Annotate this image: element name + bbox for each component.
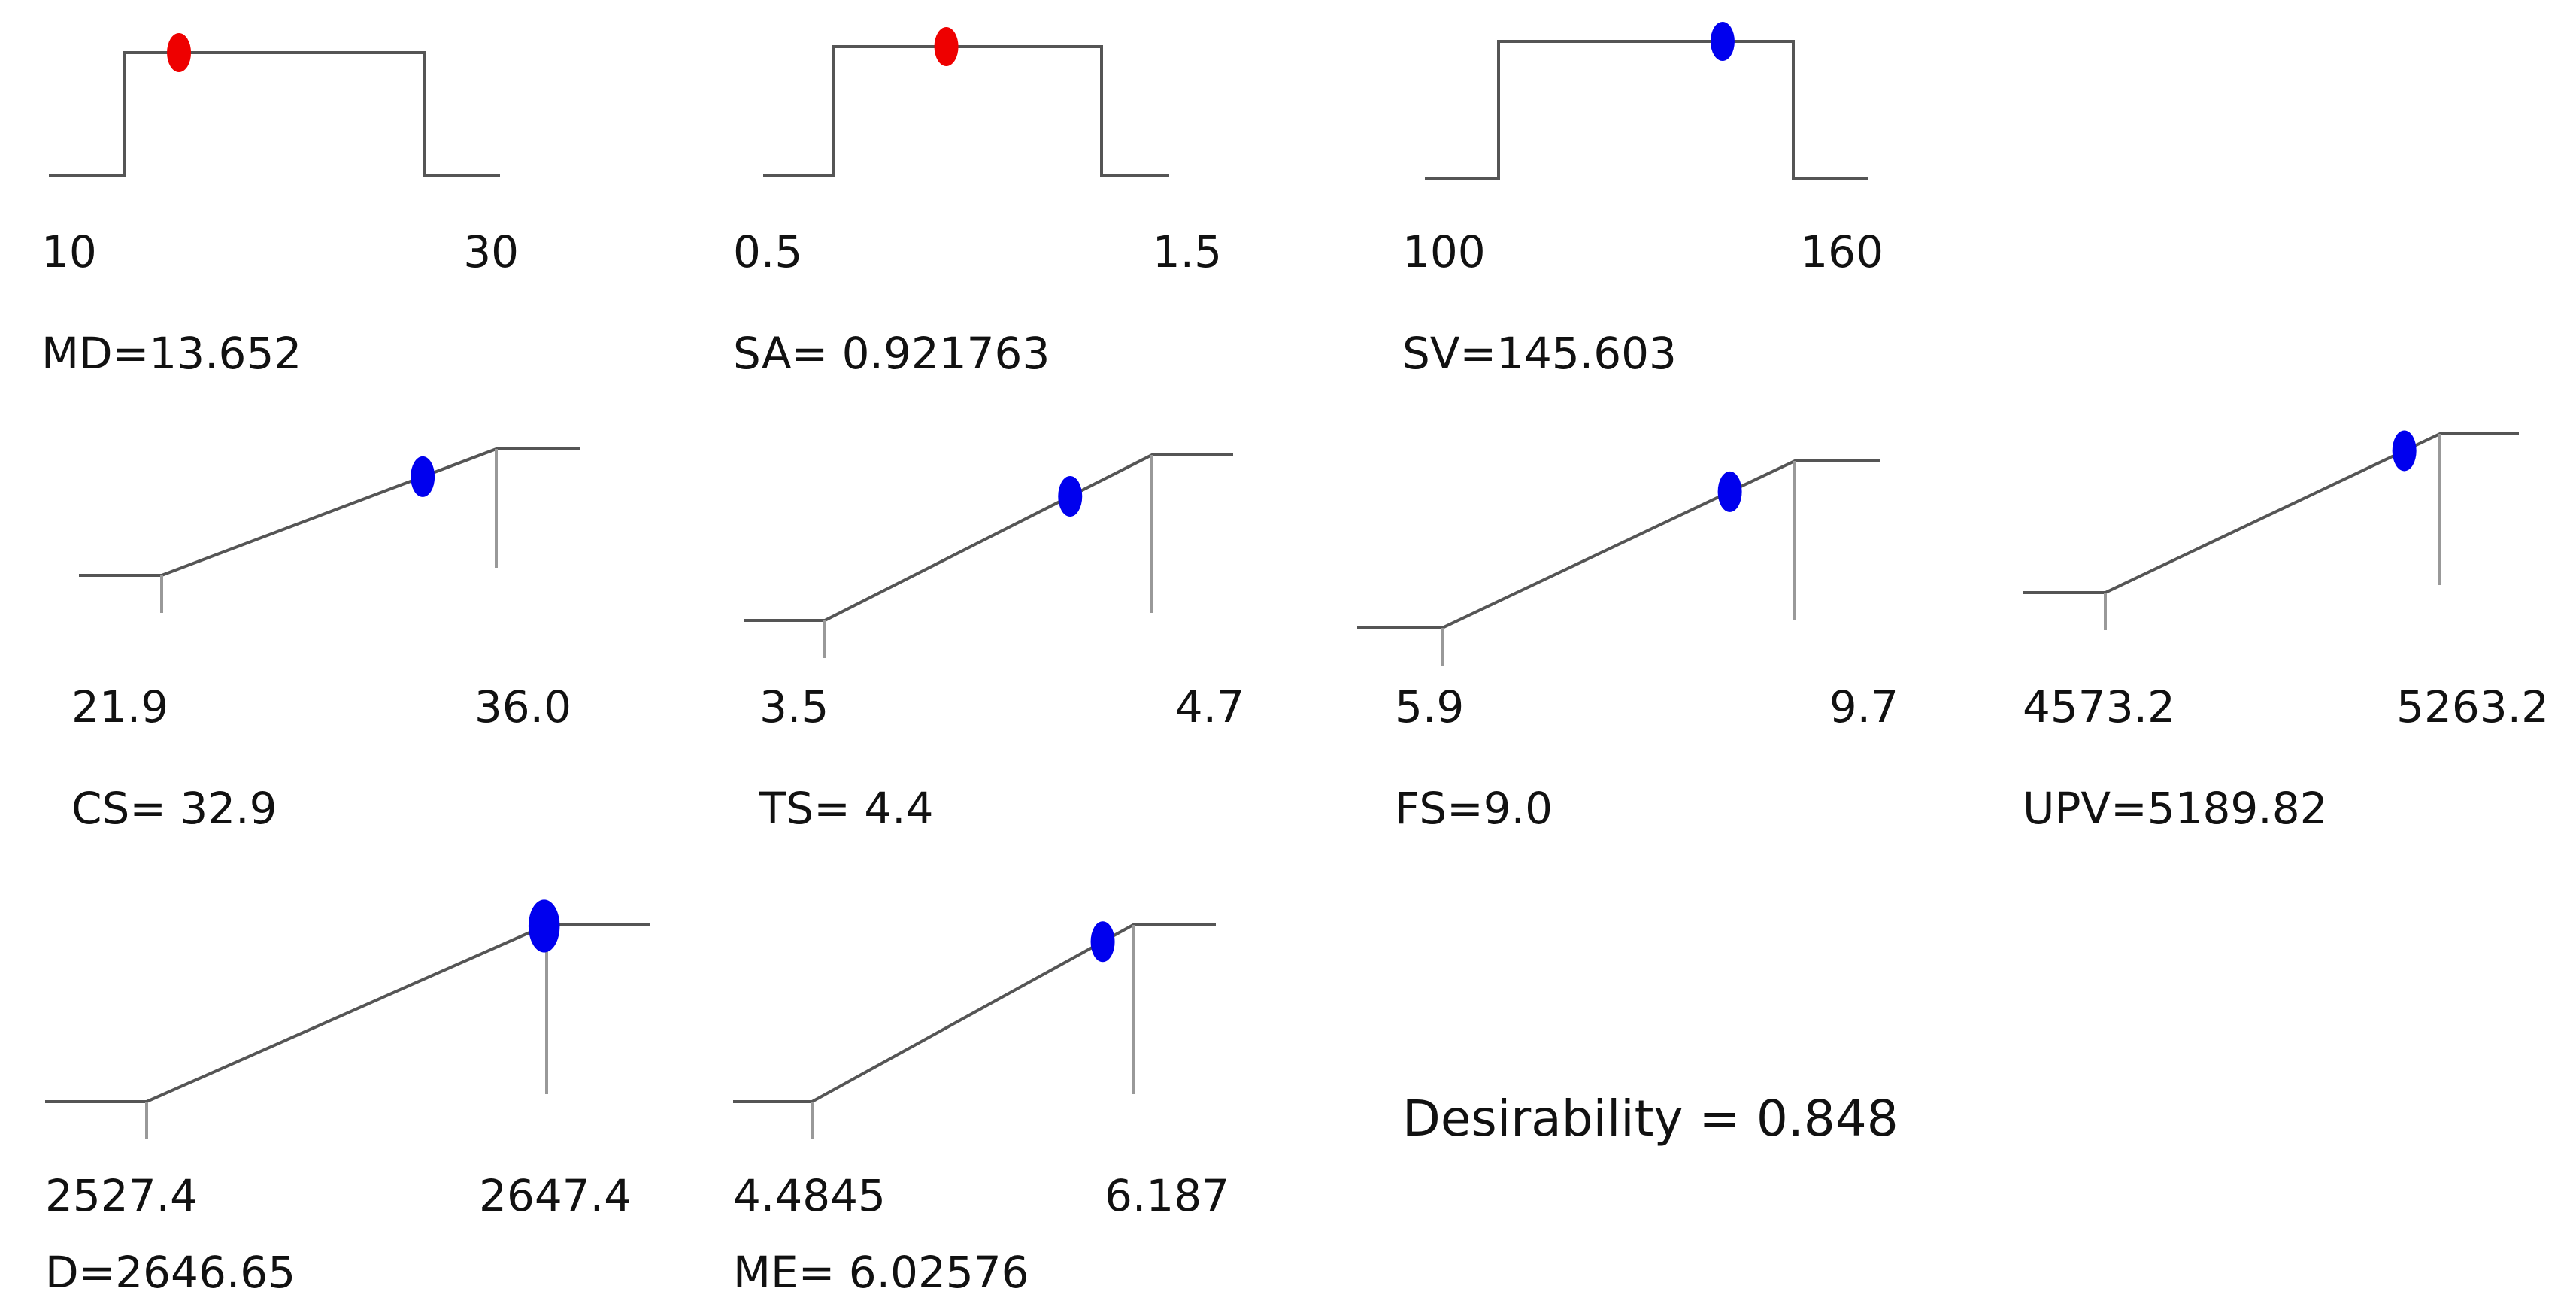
axis-min-label: 3.5 (759, 681, 829, 732)
factor-range-line (49, 51, 500, 177)
value-marker (167, 33, 192, 72)
response-value-label: MD=13.652 (41, 328, 302, 379)
response-value-label: SV=145.603 (1402, 328, 1677, 379)
value-marker (528, 899, 560, 953)
value-marker (411, 456, 435, 497)
response-ramp-line (1357, 459, 1880, 629)
response-value-label: CS= 32.9 (71, 783, 277, 834)
axis-max-label: 5263.2 (2396, 681, 2549, 732)
axis-min-label: 2527.4 (45, 1170, 198, 1221)
response-ramp-line (79, 447, 580, 577)
response-ramp-line (2023, 432, 2519, 594)
response-ramp-line (45, 923, 650, 1103)
response-ramp-line (733, 923, 1216, 1103)
response-value-label: D=2646.65 (45, 1247, 295, 1298)
value-marker (1058, 476, 1083, 517)
response-value-label: SA= 0.921763 (733, 328, 1050, 379)
response-value-label: TS= 4.4 (759, 783, 934, 834)
axis-max-label: 2647.4 (479, 1170, 632, 1221)
factor-range-line (763, 45, 1169, 177)
axis-max-label: 6.187 (1105, 1170, 1229, 1221)
axis-max-label: 30 (463, 226, 519, 277)
response-value-label: FS=9.0 (1395, 783, 1553, 834)
axis-min-label: 5.9 (1395, 681, 1464, 732)
axis-max-label: 4.7 (1175, 681, 1244, 732)
response-value-label: ME= 6.02576 (733, 1247, 1029, 1298)
value-marker (1717, 471, 1742, 512)
value-marker (1090, 921, 1115, 963)
factor-range-line (1425, 40, 1868, 180)
axis-max-label: 36.0 (474, 681, 571, 732)
axis-max-label: 9.7 (1829, 681, 1899, 732)
value-marker (934, 27, 959, 66)
response-ramp-line (744, 453, 1233, 622)
value-marker (2392, 430, 2417, 472)
axis-min-label: 0.5 (733, 226, 802, 277)
axis-max-label: 1.5 (1153, 226, 1222, 277)
response-value-label: UPV=5189.82 (2023, 783, 2328, 834)
axis-min-label: 10 (41, 226, 97, 277)
value-marker (1710, 22, 1735, 61)
axis-min-label: 100 (1402, 226, 1486, 277)
axis-max-label: 160 (1800, 226, 1884, 277)
axis-min-label: 4573.2 (2023, 681, 2175, 732)
axis-min-label: 4.4845 (733, 1170, 886, 1221)
desirability-label: Desirability = 0.848 (1402, 1090, 1899, 1148)
axis-min-label: 21.9 (71, 681, 168, 732)
